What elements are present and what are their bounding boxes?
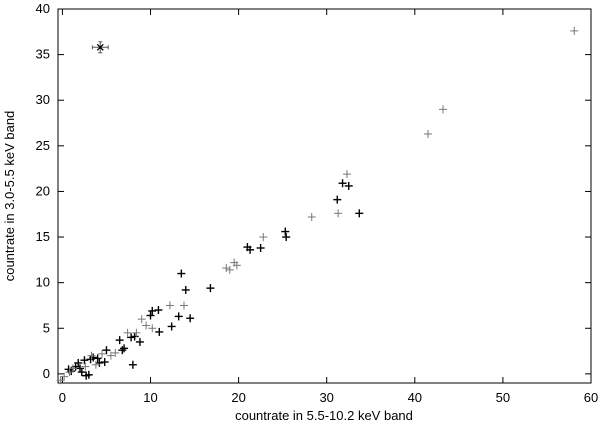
y-tick-label: 15 xyxy=(36,229,50,244)
data-point xyxy=(127,333,136,342)
data-point xyxy=(93,354,102,363)
data-point xyxy=(222,264,231,273)
data-point xyxy=(146,311,155,320)
data-point xyxy=(87,351,96,360)
x-tick-label: 10 xyxy=(143,390,157,405)
x-tick-label: 20 xyxy=(231,390,245,405)
y-tick-label: 30 xyxy=(36,92,50,107)
y-tick-label: 0 xyxy=(43,366,50,381)
data-point xyxy=(142,321,151,330)
data-point xyxy=(98,349,107,358)
data-point xyxy=(148,324,157,333)
y-tick-label: 40 xyxy=(36,1,50,16)
y-tick-label: 35 xyxy=(36,47,50,62)
data-point xyxy=(232,261,241,270)
plot-frame xyxy=(57,8,592,384)
data-point xyxy=(91,360,100,369)
x-tick-label: 50 xyxy=(496,390,510,405)
data-point xyxy=(84,370,93,379)
data-point xyxy=(334,209,343,218)
data-point xyxy=(80,356,89,365)
data-point xyxy=(128,360,137,369)
data-point xyxy=(106,351,115,360)
data-point xyxy=(281,227,290,236)
data-point xyxy=(81,362,90,371)
data-point xyxy=(132,328,141,337)
data-point xyxy=(100,358,109,367)
axis-ticks xyxy=(58,8,592,383)
data-point xyxy=(118,346,127,355)
y-tick-label: 5 xyxy=(43,320,50,335)
data-point xyxy=(167,322,176,331)
data-point xyxy=(60,372,69,381)
data-point xyxy=(338,179,347,188)
data-point xyxy=(181,285,190,294)
y-tick-label: 25 xyxy=(36,138,50,153)
data-point xyxy=(342,170,351,179)
y-tick-label: 20 xyxy=(36,183,50,198)
data-point xyxy=(76,364,85,373)
data-point xyxy=(256,243,265,252)
data-point xyxy=(154,306,163,315)
data-point xyxy=(259,233,268,242)
y-tick-label: 10 xyxy=(36,275,50,290)
data-point xyxy=(135,337,144,346)
data-point xyxy=(355,209,364,218)
axis-tick-labels: 0 10 20 30 40 50 60 0 5 10 15 20 25 30 35 40 xyxy=(36,1,599,405)
data-point xyxy=(177,269,186,278)
data-point xyxy=(89,353,98,362)
x-tick-label: 40 xyxy=(408,390,422,405)
x-tick-label: 60 xyxy=(584,390,598,405)
data-point xyxy=(120,344,129,353)
data-point xyxy=(344,181,353,190)
y-axis-label: countrate in 3.0-5.5 keV band xyxy=(2,111,17,282)
data-points xyxy=(56,26,579,385)
data-point xyxy=(111,348,120,357)
data-point xyxy=(68,364,77,373)
data-point xyxy=(570,26,579,35)
data-point xyxy=(137,315,146,324)
data-point xyxy=(333,195,342,204)
x-tick-label: 30 xyxy=(319,390,333,405)
data-point xyxy=(165,301,174,310)
data-point xyxy=(186,314,195,323)
data-point xyxy=(179,301,188,310)
data-point xyxy=(307,212,316,221)
data-point xyxy=(174,312,183,321)
data-point xyxy=(65,368,74,377)
data-point xyxy=(438,105,447,114)
data-point xyxy=(115,336,124,345)
x-marker xyxy=(96,43,104,51)
x-axis-label: countrate in 5.5-10.2 keV band xyxy=(235,408,413,423)
data-point xyxy=(148,306,157,315)
data-point xyxy=(102,346,111,355)
data-point xyxy=(95,358,104,367)
data-point xyxy=(225,265,234,274)
data-point xyxy=(130,332,139,341)
data-point xyxy=(123,328,132,337)
data-point xyxy=(206,284,215,293)
data-point xyxy=(77,368,86,377)
data-point xyxy=(91,41,109,54)
data-point xyxy=(424,129,433,138)
data-point xyxy=(155,327,164,336)
data-point xyxy=(246,245,255,254)
data-point xyxy=(74,358,83,367)
data-point xyxy=(56,376,65,385)
data-point xyxy=(282,233,291,242)
x-tick-label: 0 xyxy=(59,390,66,405)
